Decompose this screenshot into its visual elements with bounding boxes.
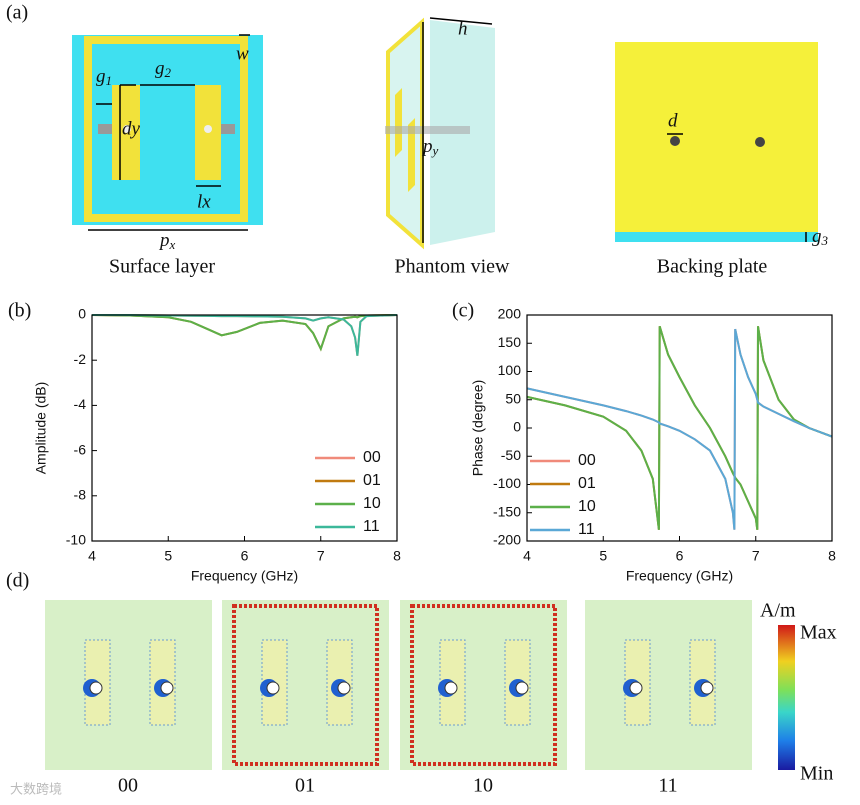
y-tick-label: 150 <box>498 334 522 350</box>
field-map <box>585 600 752 770</box>
hole <box>444 681 458 695</box>
x-tick-label: 4 <box>88 548 96 564</box>
series-line <box>91 314 398 352</box>
legend-label: 01 <box>578 475 596 492</box>
dim-label: dy <box>122 118 141 139</box>
x-tick-label: 5 <box>599 548 607 564</box>
dim-label: w <box>236 43 249 64</box>
map-caption: 10 <box>473 775 493 797</box>
panel-label: (a) <box>6 2 28 24</box>
x-axis-label: Frequency (GHz) <box>626 568 733 584</box>
dim-label: h <box>458 18 468 39</box>
backing-plate <box>615 42 818 242</box>
caption: Backing plate <box>657 256 768 278</box>
y-tick-label: -150 <box>493 503 521 519</box>
y-tick-label: 0 <box>513 419 521 435</box>
colorbar-min: Min <box>800 763 833 785</box>
x-tick-label: 4 <box>523 548 531 564</box>
x-axis-label: Frequency (GHz) <box>191 568 298 584</box>
colorbar <box>778 625 795 770</box>
x-tick-label: 7 <box>752 548 760 564</box>
y-tick-label: 50 <box>505 390 521 406</box>
y-tick-label: -10 <box>66 532 86 548</box>
field-map <box>222 600 389 770</box>
x-tick-label: 8 <box>393 548 401 564</box>
x-tick-label: 8 <box>828 548 836 564</box>
y-tick-label: -6 <box>74 441 87 457</box>
phantom-view <box>385 17 495 250</box>
legend-label: 11 <box>578 521 595 538</box>
frame-current <box>232 604 379 766</box>
legend-label: 00 <box>578 452 596 469</box>
dim-label: d <box>668 110 678 131</box>
y-tick-label: -200 <box>493 532 521 548</box>
surface-layer <box>72 34 263 231</box>
dim-label: py <box>421 136 439 158</box>
series-line <box>526 328 833 530</box>
x-tick-label: 5 <box>164 548 172 564</box>
field-map <box>45 600 212 770</box>
panel-label: (d) <box>6 570 29 592</box>
watermark: 大数跨境 <box>10 781 62 796</box>
field-map <box>400 600 567 770</box>
legend-label: 11 <box>363 518 380 535</box>
y-tick-label: 0 <box>78 306 86 322</box>
hole <box>515 681 529 695</box>
x-tick-label: 7 <box>317 548 325 564</box>
frame-current <box>410 604 557 766</box>
dim-label: g2 <box>155 58 172 80</box>
y-axis-label: Amplitude (dB) <box>33 382 49 475</box>
legend-label: 10 <box>578 498 596 515</box>
y-tick-label: 200 <box>498 306 522 322</box>
hole <box>266 681 280 695</box>
legend-label: 01 <box>363 472 381 489</box>
y-tick-label: -8 <box>74 487 87 503</box>
plot-frame <box>526 314 833 542</box>
field-maps <box>45 600 752 770</box>
y-tick-label: -2 <box>74 351 87 367</box>
map-caption: 11 <box>658 775 677 797</box>
hole <box>89 681 103 695</box>
series-line <box>91 314 398 352</box>
panel-label: (b) <box>8 300 31 322</box>
legend-label: 00 <box>363 449 381 466</box>
series-line <box>526 326 833 530</box>
y-tick-label: -50 <box>501 447 521 463</box>
hole <box>700 681 714 695</box>
x-tick-label: 6 <box>676 548 684 564</box>
series-line <box>526 328 833 530</box>
y-axis-label: Phase (degree) <box>470 380 486 477</box>
hole <box>629 681 643 695</box>
caption: Phantom view <box>395 256 511 278</box>
y-tick-label: -4 <box>74 396 87 412</box>
series-line <box>92 314 398 356</box>
y-tick-label: 100 <box>498 362 522 378</box>
legend-label: 10 <box>363 495 381 512</box>
hole <box>160 681 174 695</box>
caption: Surface layer <box>109 256 215 278</box>
x-tick-label: 6 <box>241 548 249 564</box>
panel-label: (c) <box>452 300 474 322</box>
series-line <box>526 326 833 530</box>
series-line <box>92 314 398 356</box>
colorbar-unit: A/m <box>760 600 796 622</box>
y-tick-label: -100 <box>493 475 521 491</box>
dim-label: lx <box>197 191 211 212</box>
dim-label: g3 <box>812 226 829 248</box>
dim-label: px <box>158 230 176 252</box>
plot-frame <box>91 314 398 542</box>
map-caption: 00 <box>118 775 138 797</box>
colorbar-max: Max <box>800 622 837 644</box>
hole <box>337 681 351 695</box>
map-caption: 01 <box>295 775 315 797</box>
dim-label: g1 <box>96 66 112 88</box>
